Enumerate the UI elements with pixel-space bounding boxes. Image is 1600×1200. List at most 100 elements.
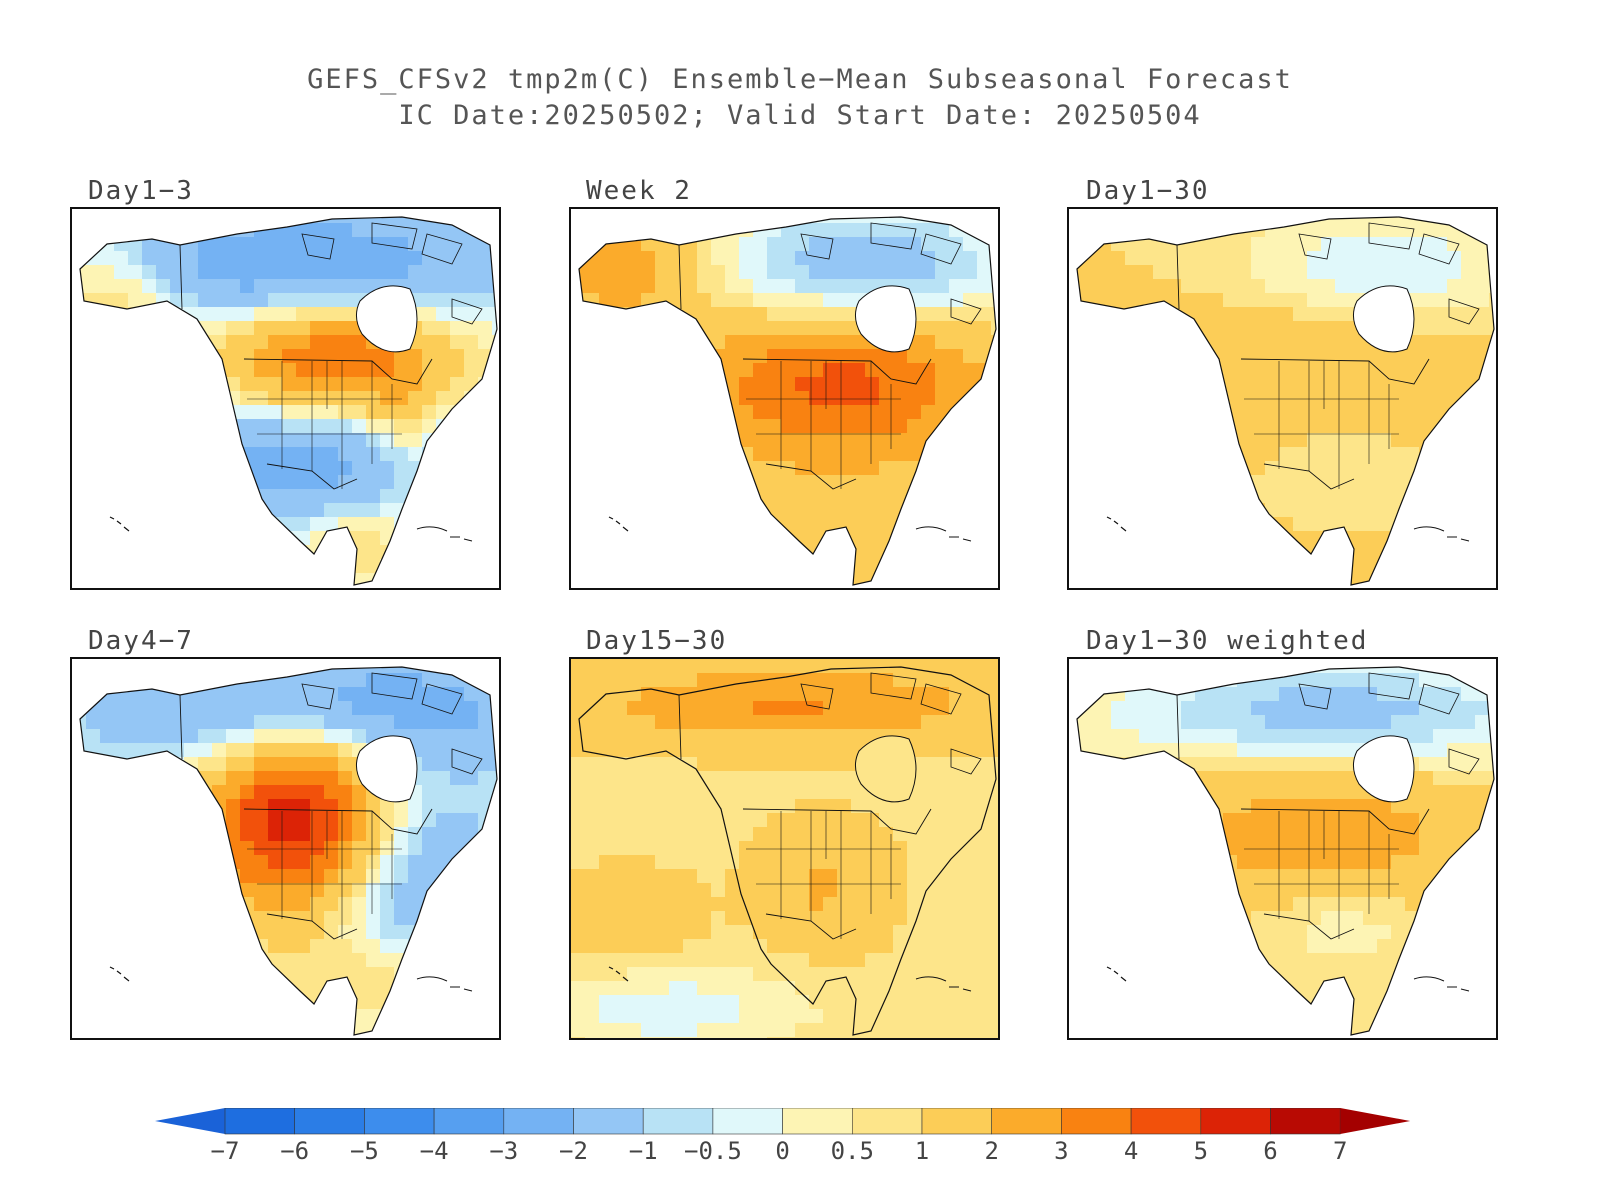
map-day1-30 bbox=[1067, 207, 1498, 590]
panel-label-week2: Week 2 bbox=[586, 176, 692, 206]
colorbar-swatch bbox=[1200, 1108, 1271, 1135]
colorbar-tick-label: −0.5 bbox=[684, 1137, 742, 1165]
arctic-island-outline bbox=[301, 683, 335, 710]
arctic-island-outline bbox=[1368, 672, 1415, 700]
us-canada-border bbox=[243, 808, 433, 835]
colorbar-tick-label: −7 bbox=[211, 1137, 240, 1165]
coastline bbox=[1076, 216, 1495, 586]
arctic-island-outline bbox=[920, 683, 962, 715]
colorbar-tick-label: 7 bbox=[1333, 1137, 1347, 1165]
colorbar-arrow-low bbox=[155, 1108, 225, 1134]
panel-label-day4-7: Day4−7 bbox=[88, 626, 194, 656]
colorbar-tick-label: 0.5 bbox=[831, 1137, 874, 1165]
map-svg-day1-30 bbox=[1076, 216, 1495, 586]
caribbean-islands bbox=[416, 526, 473, 542]
arctic-island-outline bbox=[371, 222, 418, 250]
colorbar-swatch bbox=[1061, 1108, 1132, 1135]
us-mexico-border bbox=[765, 913, 857, 940]
arctic-island-outline bbox=[451, 748, 483, 775]
colorbar-tick-label: 1 bbox=[915, 1137, 929, 1165]
arctic-island-outline bbox=[920, 233, 962, 265]
hudson-bay bbox=[855, 285, 917, 353]
hudson-bay bbox=[1353, 285, 1415, 353]
colorbar-tick-label: −4 bbox=[420, 1137, 449, 1165]
alaska-canada-border bbox=[678, 694, 682, 760]
arctic-island-outline bbox=[1418, 233, 1460, 265]
colorbar-tick-label: −3 bbox=[489, 1137, 518, 1165]
colorbar-swatch bbox=[503, 1108, 574, 1135]
arctic-island-outline bbox=[870, 222, 917, 250]
us-mexico-border bbox=[266, 463, 358, 490]
coastline bbox=[79, 216, 498, 586]
colorbar: −7 −6 −5 −4 −3 −2 −1 −0.5 0 0.5 1 2 3 4 5 6 7 bbox=[155, 1108, 1411, 1165]
colorbar-swatch bbox=[712, 1108, 783, 1135]
caribbean-islands bbox=[1413, 526, 1470, 542]
hudson-bay bbox=[855, 735, 917, 803]
coastline bbox=[578, 666, 997, 1036]
colorbar-tick-label: 6 bbox=[1263, 1137, 1277, 1165]
colorbar-tick-label: −6 bbox=[280, 1137, 309, 1165]
colorbar-tick-label: 5 bbox=[1194, 1137, 1208, 1165]
colorbar-swatch bbox=[782, 1108, 853, 1135]
arctic-island-outline bbox=[421, 233, 463, 265]
caribbean-islands bbox=[915, 526, 972, 542]
map-day4-7 bbox=[70, 657, 501, 1040]
us-canada-border bbox=[742, 808, 932, 835]
us-canada-border bbox=[1240, 808, 1430, 835]
map-svg-day4-7 bbox=[79, 666, 498, 1036]
hawaii-islands bbox=[608, 966, 629, 982]
arctic-island-outline bbox=[1448, 298, 1480, 325]
colorbar-swatch bbox=[433, 1108, 505, 1135]
colorbar-tick-label: −2 bbox=[559, 1137, 588, 1165]
colorbar-tick-label: 3 bbox=[1054, 1137, 1068, 1165]
alaska-canada-border bbox=[1176, 694, 1180, 760]
arctic-island-outline bbox=[800, 683, 834, 710]
map-day15-30 bbox=[569, 657, 1000, 1040]
colorbar-swatch bbox=[921, 1108, 992, 1135]
us-mexico-border bbox=[1263, 463, 1355, 490]
colorbar-tick-label: 0 bbox=[775, 1137, 789, 1165]
arctic-island-outline bbox=[1298, 233, 1332, 260]
hudson-bay bbox=[356, 285, 418, 353]
arctic-island-outline bbox=[1448, 748, 1480, 775]
arctic-island-outline bbox=[870, 672, 917, 700]
colorbar-swatch bbox=[642, 1108, 714, 1135]
colorbar-tick-label: −1 bbox=[629, 1137, 658, 1165]
hawaii-islands bbox=[109, 516, 130, 532]
colorbar-swatch bbox=[364, 1108, 435, 1135]
hawaii-islands bbox=[608, 516, 629, 532]
arctic-island-outline bbox=[1418, 683, 1460, 715]
colorbar-swatch bbox=[991, 1108, 1062, 1135]
arctic-island-outline bbox=[800, 233, 834, 260]
colorbar-tick-label: 4 bbox=[1124, 1137, 1138, 1165]
us-canada-border bbox=[742, 358, 932, 385]
hawaii-islands bbox=[1106, 516, 1127, 532]
map-day1-30-weighted bbox=[1067, 657, 1498, 1040]
arctic-island-outline bbox=[950, 748, 982, 775]
us-mexico-border bbox=[266, 913, 358, 940]
us-mexico-border bbox=[1263, 913, 1355, 940]
figure-title-line-2: IC Date:20250502; Valid Start Date: 2025… bbox=[398, 100, 1202, 131]
map-svg-day1-30-weighted bbox=[1076, 666, 1495, 1036]
panel-label-day1-3: Day1−3 bbox=[88, 176, 194, 206]
colorbar-swatch bbox=[1270, 1108, 1341, 1135]
coastline bbox=[578, 216, 997, 586]
arctic-island-outline bbox=[421, 683, 463, 715]
caribbean-islands bbox=[416, 976, 473, 992]
coastline bbox=[1076, 666, 1495, 1036]
alaska-canada-border bbox=[678, 244, 682, 310]
panel-label-day1-30: Day1−30 bbox=[1086, 176, 1210, 206]
arctic-island-outline bbox=[451, 298, 483, 325]
alaska-canada-border bbox=[179, 694, 183, 760]
map-svg-week2 bbox=[578, 216, 997, 586]
colorbar-swatch bbox=[224, 1108, 295, 1135]
colorbar-tick-label: 2 bbox=[984, 1137, 998, 1165]
map-svg-day1-3 bbox=[79, 216, 498, 586]
colorbar-swatch bbox=[851, 1108, 923, 1135]
hawaii-islands bbox=[109, 966, 130, 982]
arctic-island-outline bbox=[1298, 683, 1332, 710]
hudson-bay bbox=[1353, 735, 1415, 803]
caribbean-islands bbox=[1413, 976, 1470, 992]
us-canada-border bbox=[1240, 358, 1430, 385]
colorbar-arrow-high bbox=[1340, 1108, 1411, 1134]
